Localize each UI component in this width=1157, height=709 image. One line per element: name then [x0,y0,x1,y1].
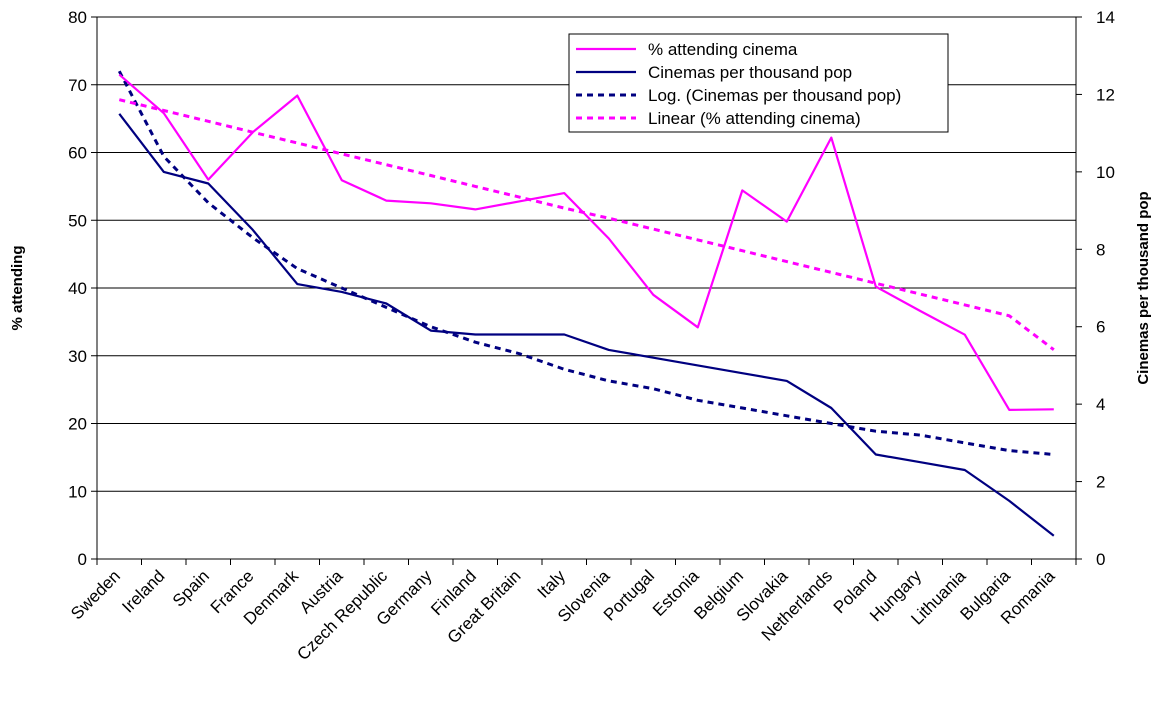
legend-label: Log. (Cinemas per thousand pop) [648,86,901,105]
right-tick-label: 12 [1096,85,1115,104]
right-tick-label: 14 [1096,8,1115,27]
right-tick-label: 10 [1096,163,1115,182]
left-tick-label: 70 [68,76,87,95]
left-tick-label: 0 [78,550,87,569]
right-axis: 0 2 4 6 8 10 12 14 [1076,8,1115,569]
right-tick-label: 2 [1096,473,1105,492]
y2-axis-title: Cinemas per thousand pop [1135,191,1152,384]
legend: % attending cinema Cinemas per thousand p… [568,33,949,133]
legend-label: Cinemas per thousand pop [648,63,852,82]
left-tick-label: 30 [68,347,87,366]
left-tick-label: 60 [68,144,87,163]
right-tick-label: 4 [1096,395,1105,414]
legend-box [568,33,949,133]
right-tick-label: 8 [1096,240,1105,259]
right-tick-label: 0 [1096,550,1105,569]
x-tick-label: Ireland [118,566,168,616]
x-tick-label: Sweden [67,566,124,623]
series-line-2 [117,70,1054,456]
series-line-0 [118,73,1054,411]
x-tick-label: Italy [534,566,570,602]
left-tick-label: 10 [68,482,87,501]
left-tick-label: 20 [68,415,87,434]
left-tick-label: 40 [68,279,87,298]
legend-label: Linear (% attending cinema) [648,109,861,128]
legend-label: % attending cinema [648,40,798,59]
series-line-3 [118,98,1055,351]
series-layer [117,70,1055,537]
left-tick-label: 80 [68,8,87,27]
y-axis-title: % attending [9,246,26,331]
left-tick-label: 50 [68,211,87,230]
right-tick-label: 6 [1096,318,1105,337]
series-line-1 [118,113,1055,537]
left-axis: 0 10 20 30 40 50 60 70 80 [68,8,97,569]
